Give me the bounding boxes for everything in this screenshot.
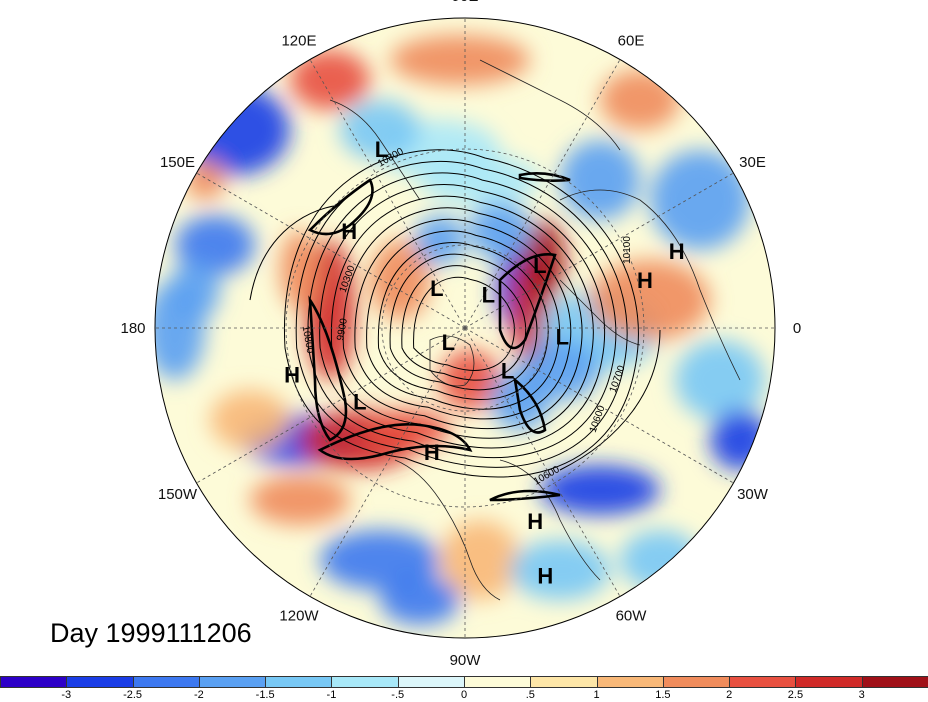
page-title: Day 1999111206: [50, 618, 252, 648]
high-pressure-label: H: [637, 268, 653, 293]
high-pressure-label: H: [669, 239, 685, 264]
high-pressure-label: H: [537, 563, 553, 588]
coastlines: [329, 59, 741, 601]
colorbar-tick-label: -2.5: [123, 689, 143, 701]
colorbar-tick-label: 2: [726, 689, 733, 701]
longitude-label: 30E: [739, 154, 766, 171]
longitude-label: 180: [120, 320, 145, 337]
anomaly-field: [155, 18, 775, 638]
low-pressure-label: L: [501, 359, 514, 384]
low-pressure-label: L: [533, 253, 546, 278]
high-pressure-label: H: [284, 362, 300, 387]
jet-contours: [307, 172, 571, 502]
colorbar-box: [331, 676, 399, 688]
colorbar: -3 -2.5 -2 -1.5 -1 -.5 0 .5 1 1.5 2 2.5 3: [0, 676, 928, 702]
colorbar-box: [596, 676, 664, 688]
colorbar-box: [795, 676, 863, 688]
contour-label: 10100: [622, 236, 633, 264]
longitude-label: 90W: [450, 652, 482, 669]
low-pressure-label: L: [556, 325, 569, 350]
low-pressure-label: L: [375, 137, 388, 162]
longitude-label: 150E: [160, 154, 195, 171]
longitude-label: 150W: [158, 486, 198, 503]
longitude-label: 60E: [618, 32, 645, 49]
colorbar-box: [662, 676, 731, 688]
longitude-label: 60W: [616, 608, 648, 625]
map-border: [154, 17, 776, 639]
colorbar-tick-label: -1: [326, 689, 337, 701]
contour-label: 9900: [335, 317, 350, 341]
colorbar-box: [729, 676, 797, 688]
high-pressure-label: H: [424, 440, 440, 465]
colorbar-tick-label: -.5: [391, 689, 405, 701]
low-pressure-label: L: [482, 283, 495, 308]
colorbar-box: [265, 676, 333, 688]
colorbar-tick-label: 1: [593, 689, 600, 701]
longitude-label: 120W: [279, 608, 319, 625]
low-pressure-label: L: [442, 330, 455, 355]
graticule: [155, 18, 775, 638]
colorbar-tick-label: -2: [193, 689, 204, 701]
colorbar-box: [464, 676, 532, 688]
longitude-label: 90E: [452, 0, 479, 5]
colorbar-tick-label: -3: [61, 689, 72, 701]
colorbar-box: [861, 676, 928, 688]
colorbar-box: [0, 676, 68, 688]
high-pressure-label: H: [341, 219, 357, 244]
polar-stereographic-map: 90E 60E 120E 30E 150E 0 180 30W 150W 60W 120W 90W L…: [120, 0, 801, 669]
colorbar-box: [132, 676, 200, 688]
colorbar-tick-label: 3: [858, 689, 865, 701]
height-contours: [249, 149, 661, 478]
low-pressure-label: L: [353, 390, 366, 415]
contour-label: 10800: [300, 325, 316, 355]
colorbar-tick-label: 1.5: [655, 689, 671, 701]
longitude-label: 120E: [281, 32, 316, 49]
colorbar-box: [530, 676, 598, 688]
colorbar-box: [66, 676, 134, 688]
colorbar-tick-label: -1.5: [255, 689, 275, 701]
longitude-label: 30W: [737, 486, 769, 503]
longitude-labels: 90E 60E 120E 30E 150E 0 180 30W 150W 60W 120W 90W: [120, 0, 801, 669]
colorbar-box: [397, 676, 465, 688]
high-pressure-label: H: [527, 509, 543, 534]
colorbar-box: [198, 676, 267, 688]
colorbar-tick-label: 0: [460, 689, 468, 701]
longitude-label: 0: [793, 320, 801, 337]
colorbar-tick-label: 2.5: [787, 689, 804, 701]
low-pressure-label: L: [430, 276, 443, 301]
colorbar-tick-label: .5: [525, 689, 535, 701]
